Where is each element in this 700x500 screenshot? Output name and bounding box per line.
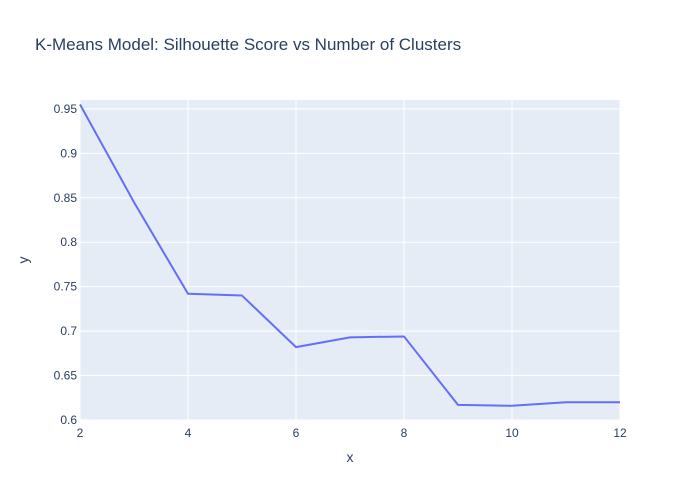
y-tick-label: 0.7 <box>60 324 77 338</box>
y-tick-label: 0.65 <box>54 369 78 383</box>
data-point <box>185 291 191 297</box>
data-point <box>239 293 245 299</box>
y-tick-label: 0.6 <box>60 413 77 427</box>
y-axis-title: y <box>15 257 31 264</box>
x-tick-label: 4 <box>185 426 192 440</box>
y-tick-label: 0.9 <box>60 146 77 160</box>
series-layer <box>77 101 623 409</box>
data-point <box>563 399 569 405</box>
y-tick-label: 0.8 <box>60 235 77 249</box>
chart-title: K-Means Model: Silhouette Score vs Numbe… <box>35 35 461 54</box>
plot-background <box>80 100 620 420</box>
data-point <box>293 344 299 350</box>
data-point <box>509 403 515 409</box>
x-axis-title: x <box>347 449 354 465</box>
x-tick-label: 6 <box>293 426 300 440</box>
y-tick-label: 0.75 <box>54 280 78 294</box>
x-tick-label: 10 <box>505 426 519 440</box>
data-point <box>131 199 137 205</box>
series-line <box>79 103 620 407</box>
y-tick-label: 0.85 <box>54 191 78 205</box>
x-tick-label: 12 <box>613 426 627 440</box>
x-tick-label: 8 <box>401 426 408 440</box>
data-point <box>347 334 353 340</box>
data-point <box>455 402 461 408</box>
tick-labels: 2 4 6 8 10 12 0.6 0.65 0.7 0.75 0.8 0.85 0.9 0.95 <box>54 102 627 440</box>
x-tick-label: 2 <box>77 426 84 440</box>
data-point <box>77 101 83 107</box>
y-tick-label: 0.95 <box>54 102 78 116</box>
grid-lines <box>79 100 621 421</box>
data-point <box>401 333 407 339</box>
data-point <box>617 399 623 405</box>
